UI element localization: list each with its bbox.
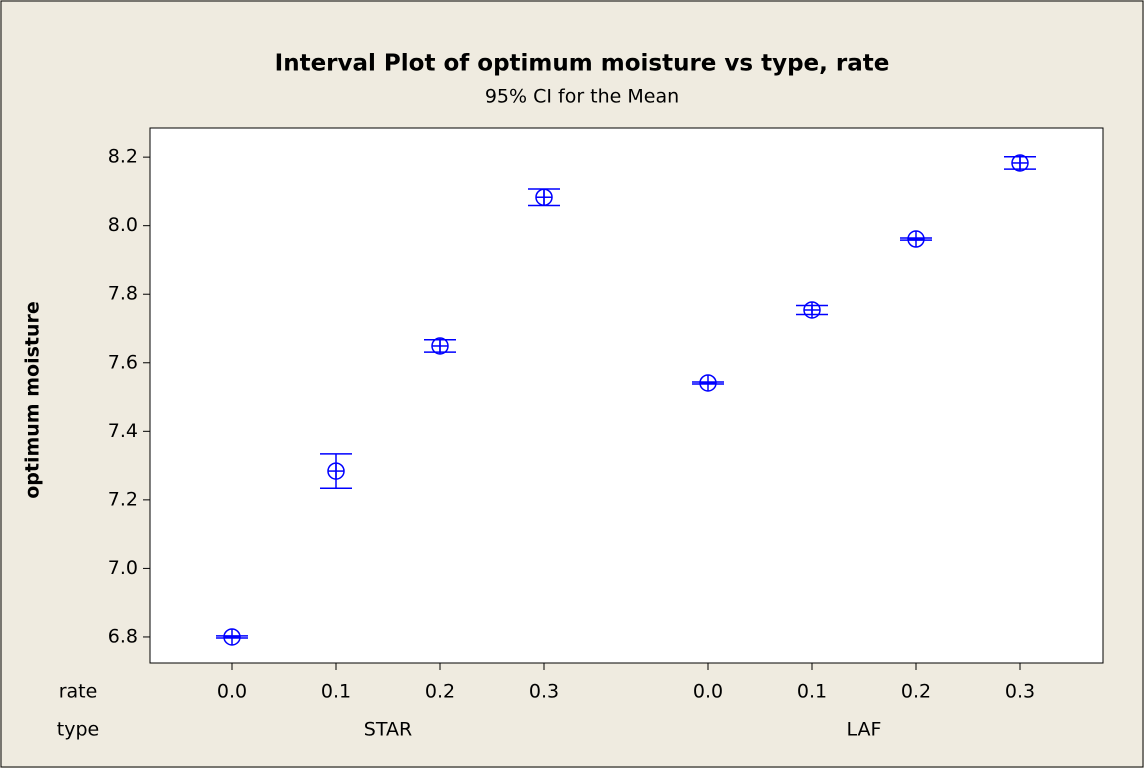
group-label: STAR — [364, 719, 412, 741]
x-tick-label: 0.0 — [217, 681, 247, 703]
x-level-label: rate — [59, 681, 98, 703]
x-tick-label: 0.1 — [797, 681, 827, 703]
x-tick-label: 0.3 — [1005, 681, 1035, 703]
y-tick-label: 7.8 — [108, 283, 138, 305]
y-tick-label: 6.8 — [108, 625, 138, 647]
y-tick-label: 7.2 — [108, 488, 138, 510]
y-tick-label: 7.0 — [108, 557, 138, 579]
plot-area — [149, 127, 1104, 664]
y-tick-label: 8.2 — [108, 146, 138, 168]
x-tick-label: 0.1 — [321, 681, 351, 703]
y-tick-label: 7.6 — [108, 351, 138, 373]
x-tick-label: 0.2 — [901, 681, 931, 703]
x-tick-label: 0.2 — [425, 681, 455, 703]
x-tick-label: 0.3 — [529, 681, 559, 703]
x-level-label: type — [57, 719, 99, 741]
x-tick-label: 0.0 — [693, 681, 723, 703]
y-axis-label: optimum moisture — [22, 301, 44, 499]
group-label: LAF — [847, 719, 882, 741]
chart-title: Interval Plot of optimum moisture vs typ… — [275, 51, 890, 77]
y-tick-label: 8.0 — [108, 214, 138, 236]
chart-subtitle: 95% CI for the Mean — [485, 86, 679, 108]
y-tick-label: 7.4 — [108, 420, 138, 442]
